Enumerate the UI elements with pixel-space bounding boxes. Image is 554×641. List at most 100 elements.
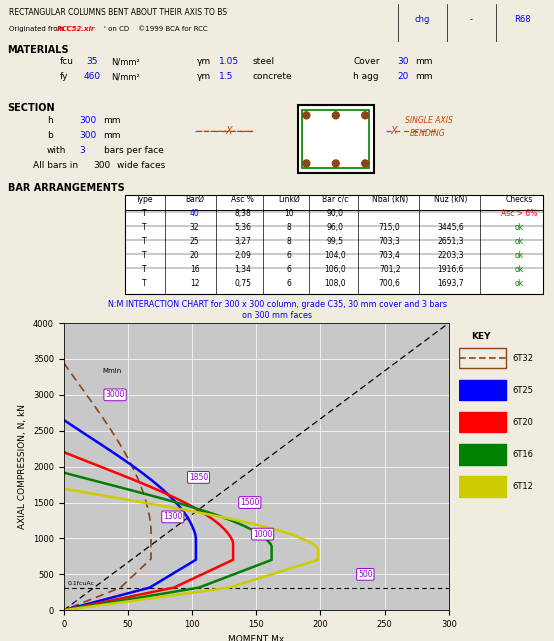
Text: 12: 12 (190, 279, 199, 288)
Text: 715,0: 715,0 (379, 222, 401, 231)
Text: 0.1fcuAc: 0.1fcuAc (68, 581, 95, 587)
Text: 1,34: 1,34 (234, 265, 251, 274)
Text: 6T20: 6T20 (512, 417, 533, 427)
Text: mm: mm (104, 116, 121, 126)
Text: h: h (47, 116, 53, 126)
Bar (125, 196, 542, 294)
Bar (459, 412, 506, 433)
Text: on 300 mm faces: on 300 mm faces (242, 312, 312, 320)
Text: T: T (142, 237, 147, 246)
Text: SINGLE AXIS: SINGLE AXIS (406, 116, 453, 126)
Text: γm: γm (197, 72, 211, 81)
Text: 90,0: 90,0 (326, 208, 343, 217)
Text: 8: 8 (286, 237, 291, 246)
Text: BarØ: BarØ (185, 195, 204, 204)
Text: Asc > 6%: Asc > 6% (501, 208, 537, 217)
Text: concrete: concrete (253, 72, 292, 81)
Text: LinkØ: LinkØ (278, 195, 300, 204)
Text: 300: 300 (79, 116, 96, 126)
Text: 6T25: 6T25 (512, 386, 533, 395)
Text: 20: 20 (190, 251, 199, 260)
Text: 108,0: 108,0 (324, 279, 346, 288)
Text: fcu: fcu (59, 57, 74, 66)
Bar (297, 105, 374, 174)
Text: 16: 16 (190, 265, 199, 274)
Text: 0,75: 0,75 (234, 279, 251, 288)
Text: All bars in: All bars in (33, 162, 78, 171)
Text: -: - (470, 15, 473, 24)
Text: Asc %: Asc % (231, 195, 254, 204)
Text: 460: 460 (83, 72, 100, 81)
Text: 1916,6: 1916,6 (437, 265, 464, 274)
Text: 5,36: 5,36 (234, 222, 251, 231)
Text: 2203,3: 2203,3 (437, 251, 464, 260)
Text: 35: 35 (86, 57, 98, 66)
Text: 2651,3: 2651,3 (437, 237, 464, 246)
Text: 300: 300 (94, 162, 111, 171)
Text: BAR ARRANGEMENTS: BAR ARRANGEMENTS (8, 183, 124, 194)
Text: ' on CD    ©1999 BCA for RCC: ' on CD ©1999 BCA for RCC (104, 26, 207, 31)
Text: SECTION: SECTION (8, 103, 55, 113)
Text: 96,0: 96,0 (326, 222, 343, 231)
Bar (459, 444, 506, 465)
Text: 703,4: 703,4 (379, 251, 401, 260)
Text: ok: ok (515, 237, 524, 246)
Text: 300: 300 (79, 131, 96, 140)
Text: 700,6: 700,6 (379, 279, 401, 288)
Text: 20: 20 (398, 72, 409, 81)
X-axis label: MOMENT Mx: MOMENT Mx (228, 635, 284, 641)
Text: 703,3: 703,3 (379, 237, 401, 246)
Y-axis label: AXIAL COMPRESSION, N, kN: AXIAL COMPRESSION, N, kN (18, 404, 27, 529)
Text: mm: mm (415, 72, 433, 81)
Text: 2,09: 2,09 (234, 251, 251, 260)
Text: 104,0: 104,0 (324, 251, 346, 260)
Text: Mmin: Mmin (102, 369, 121, 374)
Text: Cover: Cover (353, 57, 380, 66)
Text: N:M INTERACTION CHART for 300 x 300 column, grade C35, 30 mm cover and 3 bars: N:M INTERACTION CHART for 300 x 300 colu… (107, 301, 447, 310)
Text: bars per face: bars per face (104, 146, 163, 155)
Text: RCC52.xlr: RCC52.xlr (57, 26, 95, 31)
Text: ok: ok (515, 279, 524, 288)
Text: steel: steel (253, 57, 275, 66)
Text: with: with (47, 146, 66, 155)
Circle shape (332, 112, 339, 119)
Bar (459, 347, 506, 369)
Text: 1.05: 1.05 (219, 57, 239, 66)
Text: 25: 25 (190, 237, 199, 246)
Circle shape (362, 160, 368, 167)
Text: 1.5: 1.5 (219, 72, 234, 81)
Text: b: b (47, 131, 53, 140)
Text: Nuz (kN): Nuz (kN) (434, 195, 467, 204)
Text: 30: 30 (398, 57, 409, 66)
Text: 3: 3 (79, 146, 85, 155)
Text: RECTANGULAR COLUMNS BENT ABOUT THEIR AXIS TO BS: RECTANGULAR COLUMNS BENT ABOUT THEIR AXI… (9, 8, 228, 17)
Text: ok: ok (515, 251, 524, 260)
Text: 6: 6 (286, 265, 291, 274)
Text: T: T (142, 265, 147, 274)
Text: chg: chg (414, 15, 430, 24)
Text: X: X (225, 126, 232, 137)
Text: 1000: 1000 (253, 529, 273, 538)
Text: 6: 6 (286, 251, 291, 260)
Text: mm: mm (104, 131, 121, 140)
Text: 3000: 3000 (105, 390, 125, 399)
Text: mm: mm (415, 57, 433, 66)
Circle shape (332, 160, 339, 167)
Text: Bar c/c: Bar c/c (322, 195, 348, 204)
Text: ok: ok (515, 265, 524, 274)
Text: Originated from ': Originated from ' (9, 26, 69, 31)
Text: R68: R68 (514, 15, 530, 24)
Text: X: X (391, 126, 397, 137)
Text: 1300: 1300 (163, 512, 182, 521)
Text: fy: fy (59, 72, 68, 81)
Circle shape (362, 112, 368, 119)
Text: Nbal (kN): Nbal (kN) (372, 195, 408, 204)
Text: Type: Type (136, 195, 153, 204)
Text: 32: 32 (190, 222, 199, 231)
Text: 3445,6: 3445,6 (437, 222, 464, 231)
Text: T: T (142, 279, 147, 288)
Text: 6T16: 6T16 (512, 449, 533, 458)
Text: 6T32: 6T32 (512, 354, 533, 363)
Bar (459, 476, 506, 497)
Text: T: T (142, 208, 147, 217)
